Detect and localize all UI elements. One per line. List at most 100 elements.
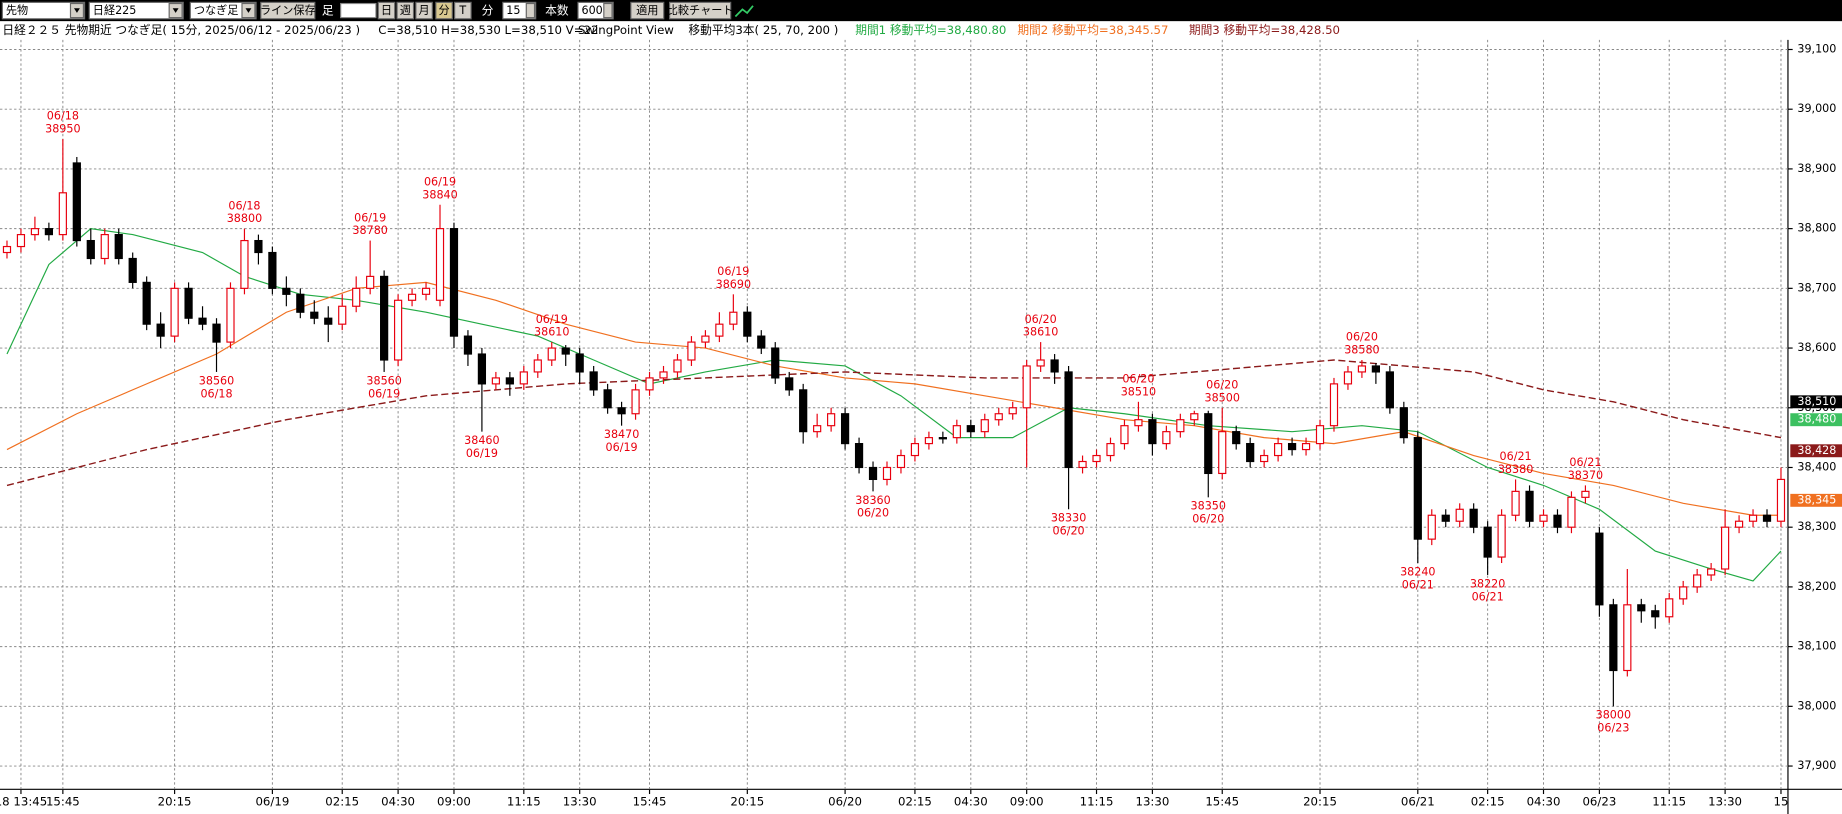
- candle-body: [128, 257, 137, 283]
- toolbar-text[interactable]: 適用: [636, 3, 658, 17]
- price-tag: [1790, 395, 1842, 409]
- swing-price: 38370: [1568, 469, 1603, 482]
- toolbar-button[interactable]: [260, 1, 316, 20]
- candle-body: [1343, 371, 1353, 385]
- candle-body: [854, 443, 864, 469]
- x-tick-label: 06/23: [1582, 795, 1616, 809]
- candle-body: [212, 323, 221, 343]
- swing-date: 06/19: [424, 175, 456, 188]
- candle-body: [561, 347, 570, 355]
- candle-body: [1497, 514, 1506, 558]
- swing-price: 38360: [855, 494, 890, 507]
- swing-price: 38220: [1470, 577, 1505, 590]
- candle-body: [338, 305, 347, 325]
- candle-body: [785, 377, 794, 391]
- candle-body: [2, 245, 12, 254]
- header-text: C=38,510 H=38,530 L=38,510 V=22: [378, 23, 598, 37]
- candle-body: [1748, 514, 1758, 522]
- x-tick-label: 13:30: [1135, 795, 1169, 809]
- candle-body: [407, 293, 417, 301]
- swing-date: 06/19: [717, 265, 749, 278]
- x-tick-label: 18 13:45: [0, 795, 47, 809]
- candle-body: [1106, 443, 1115, 457]
- candle-body: [1329, 383, 1339, 427]
- toolbar-button[interactable]: [377, 1, 396, 20]
- candle-body: [366, 275, 375, 289]
- toolbar-text[interactable]: 日経225: [93, 4, 137, 17]
- candle-body: [170, 287, 179, 337]
- candle-body: [882, 466, 892, 481]
- price-tag-label: 38,345: [1797, 493, 1836, 506]
- toolbar-text[interactable]: 先物: [6, 3, 28, 17]
- candle-body: [435, 228, 445, 301]
- candle-body: [1399, 407, 1408, 439]
- candle-body: [994, 413, 1003, 421]
- toolbar-button[interactable]: [454, 1, 472, 20]
- dropdown[interactable]: [189, 1, 257, 20]
- candle-body: [575, 353, 584, 373]
- toolbar-button[interactable]: [669, 1, 732, 20]
- candle-body: [1595, 532, 1604, 606]
- candle-body: [254, 239, 263, 254]
- swing-price: 38000: [1596, 709, 1631, 722]
- toolbar-text[interactable]: 日: [381, 4, 392, 17]
- toolbar-text[interactable]: 15: [506, 4, 520, 17]
- candle-body: [1371, 365, 1381, 373]
- toolbar-text[interactable]: 週: [400, 4, 411, 17]
- candle-body: [701, 335, 710, 343]
- candle-body: [491, 377, 500, 385]
- candle-body: [1232, 431, 1241, 445]
- x-tick-label: 15: [1774, 795, 1789, 809]
- candle-body: [1693, 574, 1702, 588]
- candle-body: [421, 287, 431, 295]
- candle-body: [1078, 460, 1087, 469]
- candle-body: [184, 287, 193, 319]
- candle-body: [352, 287, 361, 307]
- dropdown[interactable]: [88, 1, 184, 20]
- candle-body: [533, 359, 542, 373]
- candle-body: [142, 281, 151, 325]
- toolbar-text[interactable]: 比較チャート: [667, 3, 734, 17]
- toolbar-button[interactable]: [630, 1, 665, 20]
- candle-body: [1483, 526, 1492, 558]
- price-tag-label: 38,428: [1797, 444, 1836, 457]
- price-tag-label: 38,510: [1797, 395, 1836, 408]
- candle-body: [1357, 365, 1367, 373]
- x-tick-label: 06/20: [828, 795, 862, 809]
- candle-body: [240, 239, 249, 289]
- candle-body: [72, 162, 81, 242]
- legend-entry: 期間3 移動平均=38,428.50: [1189, 23, 1340, 37]
- spin-button[interactable]: [603, 2, 613, 19]
- toolbar-button[interactable]: [415, 1, 433, 20]
- toolbar-button[interactable]: [435, 1, 453, 20]
- toolbar-text[interactable]: 月: [419, 4, 430, 17]
- x-tick-label: 06/21: [1401, 795, 1435, 809]
- dropdown[interactable]: [1, 1, 86, 20]
- swing-price: 38460: [464, 434, 499, 447]
- header-text: SwingPoint View: [578, 23, 674, 37]
- toolbar-text[interactable]: T: [458, 4, 466, 17]
- x-tick-label: 09:00: [437, 795, 471, 809]
- toolbar-text[interactable]: つなぎ足: [194, 3, 239, 17]
- candle-body: [757, 335, 766, 349]
- toolbar-text[interactable]: ライン保存: [260, 3, 316, 17]
- candle-body: [1036, 359, 1045, 367]
- candle-body: [1441, 514, 1450, 522]
- candle-body: [1246, 443, 1255, 463]
- x-tick-label: 11:15: [1080, 795, 1114, 809]
- candle-body: [603, 389, 612, 409]
- toolbar-text[interactable]: 分: [438, 4, 449, 17]
- spin-button[interactable]: [525, 2, 536, 19]
- y-tick-label: 38,600: [1797, 341, 1836, 354]
- x-tick-label: 09:00: [1010, 795, 1044, 809]
- swing-date: 06/23: [1597, 722, 1629, 735]
- candle-body: [924, 437, 934, 445]
- toolbar-button[interactable]: [396, 1, 415, 20]
- toolbar-text[interactable]: 600: [581, 4, 602, 17]
- x-tick-label: 02:15: [898, 795, 932, 809]
- candle-body: [1525, 490, 1534, 522]
- header: 日経２２５ 先物期近 つなぎ足( 15分, 2025/06/12 - 2025/…: [2, 23, 1340, 37]
- candle-body: [743, 311, 752, 337]
- input-box[interactable]: [340, 2, 377, 19]
